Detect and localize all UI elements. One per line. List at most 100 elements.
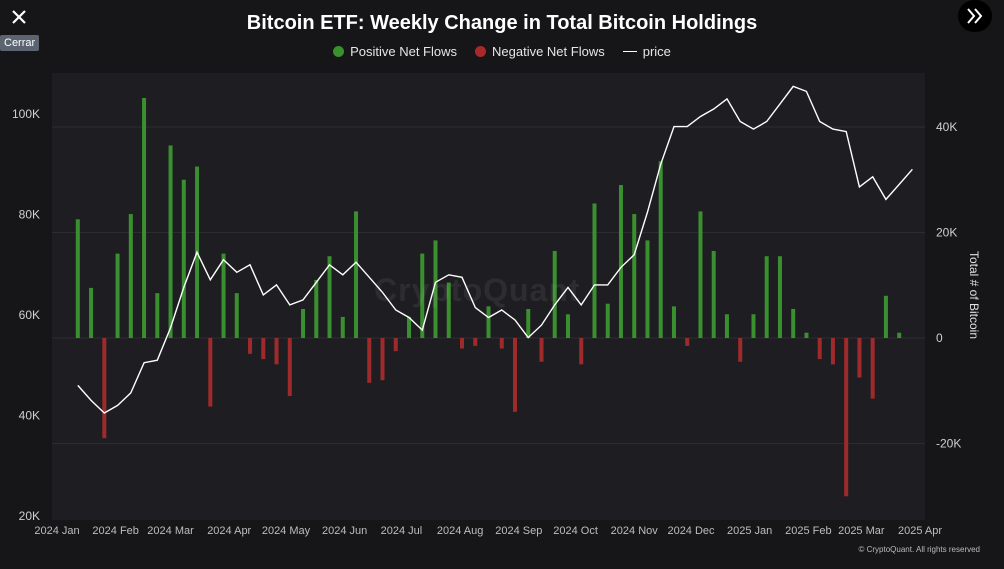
x-tick-label: 2024 Jul bbox=[381, 525, 423, 537]
negative-flow-bar bbox=[473, 338, 478, 346]
y-right-tick-label: -20K bbox=[936, 437, 961, 451]
positive-flow-bar bbox=[168, 145, 173, 338]
legend-positive-swatch bbox=[333, 46, 345, 57]
positive-flow-bar bbox=[791, 308, 796, 338]
negative-flow-bar bbox=[287, 338, 292, 397]
y-left-tick-label: 100K bbox=[12, 107, 40, 121]
negative-flow-bar bbox=[539, 338, 544, 362]
x-tick-label: 2024 Nov bbox=[611, 525, 659, 537]
positive-flow-bar bbox=[526, 308, 531, 338]
positive-flow-bar bbox=[592, 203, 597, 338]
legend-positive[interactable]: Positive Net Flows bbox=[333, 44, 457, 59]
x-tick-label: 2024 Apr bbox=[207, 525, 251, 537]
x-tick-label: 2024 Aug bbox=[437, 525, 484, 537]
legend-price[interactable]: price bbox=[622, 44, 671, 59]
negative-flow-bar bbox=[460, 338, 465, 349]
negative-flow-bar bbox=[208, 338, 213, 407]
x-tick-label: 2024 May bbox=[262, 525, 311, 537]
positive-flow-bar bbox=[314, 279, 319, 338]
positive-flow-bar bbox=[698, 211, 703, 338]
positive-flow-bar bbox=[897, 332, 902, 338]
positive-flow-bar bbox=[155, 293, 160, 338]
positive-flow-bar bbox=[777, 256, 782, 338]
positive-flow-bar bbox=[354, 211, 359, 338]
positive-flow-bar bbox=[724, 314, 729, 338]
negative-flow-bar bbox=[380, 338, 385, 381]
x-tick-label: 2025 Feb bbox=[785, 525, 831, 537]
double-chevron-right-icon bbox=[967, 8, 983, 24]
x-tick-label: 2024 Mar bbox=[147, 525, 194, 537]
legend-price-label: price bbox=[642, 44, 671, 59]
positive-flow-bar bbox=[340, 316, 345, 338]
legend: Positive Net Flows Negative Net Flows pr… bbox=[0, 44, 1004, 59]
x-tick-label: 2025 Mar bbox=[838, 525, 885, 537]
x-tick-label: 2025 Jan bbox=[727, 525, 772, 537]
positive-flow-bar bbox=[671, 306, 676, 338]
positive-flow-bar bbox=[433, 240, 438, 338]
close-tooltip: Cerrar bbox=[0, 35, 40, 51]
y-right-tick-label: 40K bbox=[936, 120, 957, 134]
positive-flow-bar bbox=[407, 316, 412, 338]
negative-flow-bar bbox=[393, 338, 398, 352]
x-tick-label: 2024 Jan bbox=[34, 525, 79, 537]
negative-flow-bar bbox=[102, 338, 107, 439]
y-left-tick-label: 80K bbox=[19, 208, 40, 222]
legend-negative-label: Negative Net Flows bbox=[492, 44, 605, 59]
chart-title: Bitcoin ETF: Weekly Change in Total Bitc… bbox=[246, 12, 758, 34]
positive-flow-bar bbox=[181, 179, 186, 338]
expand-button[interactable] bbox=[958, 0, 992, 32]
negative-flow-bar bbox=[367, 338, 372, 383]
close-button[interactable] bbox=[6, 4, 32, 30]
copyright-credit: © CryptoQuant. All rights reserved bbox=[858, 545, 981, 554]
positive-flow-bar bbox=[446, 282, 451, 338]
negative-flow-bar bbox=[830, 338, 835, 365]
positive-flow-bar bbox=[804, 332, 809, 338]
positive-flow-bar bbox=[764, 256, 769, 338]
x-tick-label: 2025 Apr bbox=[898, 525, 942, 537]
positive-flow-bar bbox=[658, 161, 663, 338]
legend-price-swatch bbox=[622, 51, 637, 52]
positive-flow-bar bbox=[565, 314, 570, 338]
negative-flow-bar bbox=[844, 338, 849, 497]
negative-flow-bar bbox=[499, 338, 504, 349]
watermark: CryptoQuant bbox=[374, 272, 581, 308]
y-left-tick-label: 40K bbox=[19, 409, 40, 423]
negative-flow-bar bbox=[870, 338, 875, 399]
positive-flow-bar bbox=[552, 250, 557, 338]
y-right-tick-label: 20K bbox=[936, 226, 957, 240]
negative-flow-bar bbox=[579, 338, 584, 365]
close-icon bbox=[12, 10, 26, 24]
negative-flow-bar bbox=[248, 338, 253, 354]
x-tick-label: 2024 Dec bbox=[667, 525, 715, 537]
x-tick-label: 2024 Oct bbox=[553, 525, 598, 537]
negative-flow-bar bbox=[857, 338, 862, 378]
y-right-axis-title: Total # of Bitcoin bbox=[967, 251, 981, 339]
x-tick-label: 2024 Jun bbox=[322, 525, 367, 537]
negative-flow-bar bbox=[738, 338, 743, 362]
negative-flow-bar bbox=[512, 338, 517, 412]
positive-flow-bar bbox=[711, 250, 716, 338]
x-tick-label: 2024 Feb bbox=[92, 525, 138, 537]
y-right-tick-label: 0 bbox=[936, 331, 943, 345]
positive-flow-bar bbox=[75, 219, 80, 338]
positive-flow-bar bbox=[142, 97, 147, 338]
negative-flow-bar bbox=[817, 338, 822, 360]
positive-flow-bar bbox=[115, 253, 120, 338]
positive-flow-bar bbox=[632, 214, 637, 338]
positive-flow-bar bbox=[486, 306, 491, 338]
x-tick-label: 2024 Sep bbox=[495, 525, 542, 537]
y-left-tick-label: 20K bbox=[19, 509, 40, 523]
positive-flow-bar bbox=[751, 314, 756, 338]
legend-negative[interactable]: Negative Net Flows bbox=[475, 44, 605, 59]
positive-flow-bar bbox=[420, 253, 425, 338]
negative-flow-bar bbox=[261, 338, 266, 360]
legend-positive-label: Positive Net Flows bbox=[350, 44, 457, 59]
price-line bbox=[77, 85, 913, 414]
y-left-tick-label: 60K bbox=[19, 308, 40, 322]
legend-negative-swatch bbox=[475, 46, 486, 57]
positive-flow-bar bbox=[645, 240, 650, 338]
positive-flow-bar bbox=[883, 295, 888, 338]
positive-flow-bar bbox=[234, 293, 239, 338]
